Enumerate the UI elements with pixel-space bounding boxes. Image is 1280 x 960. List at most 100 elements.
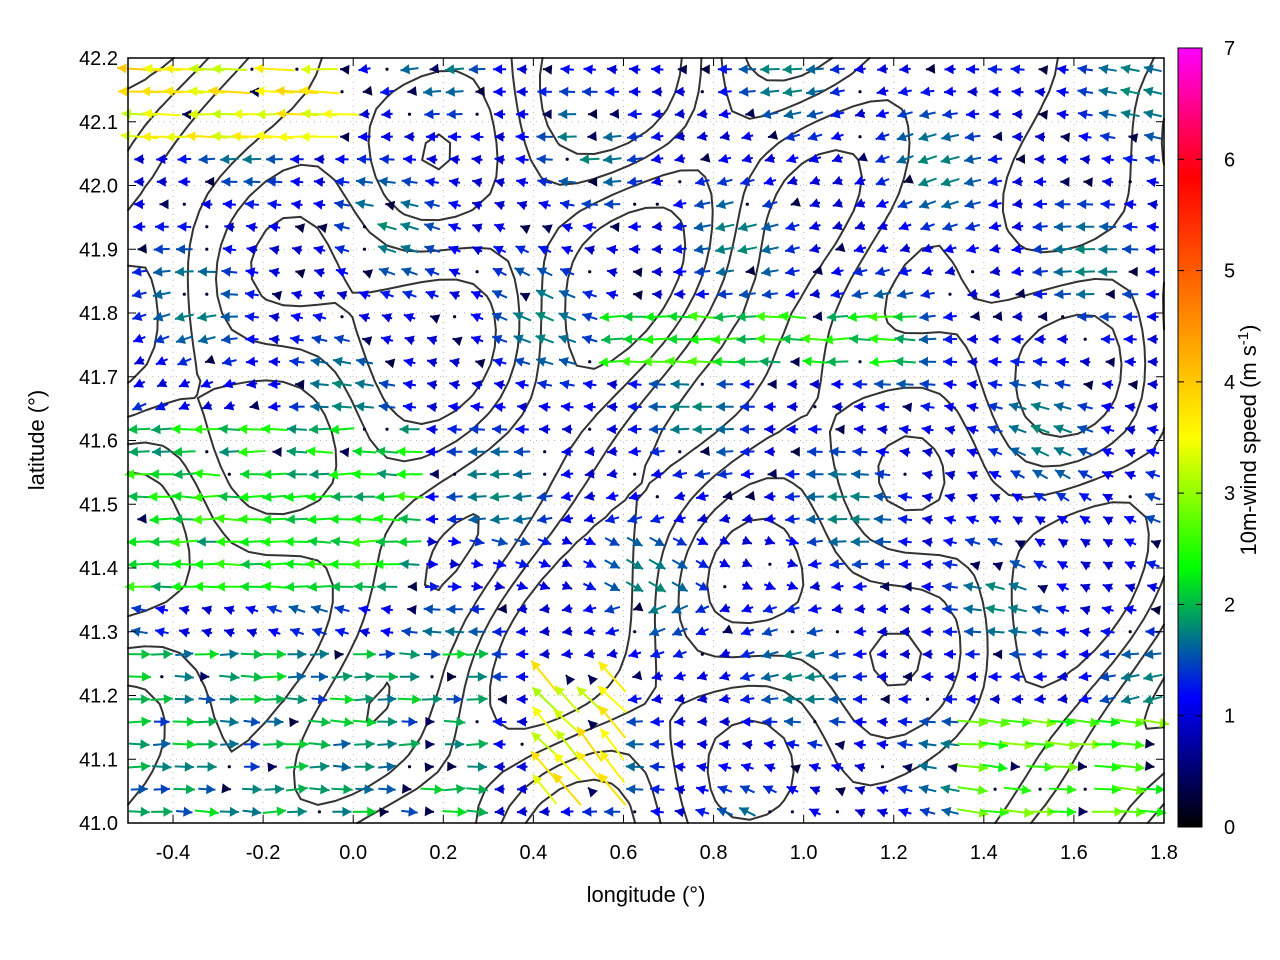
wind-vector [605, 491, 619, 501]
wind-vector-head [133, 199, 143, 210]
wind-vector-head [518, 558, 529, 569]
wind-vector [1099, 694, 1116, 704]
wind-vector [623, 311, 647, 322]
wind-vector-head [381, 313, 392, 323]
wind-vector-head [320, 784, 330, 795]
wind-vector-head [853, 649, 863, 659]
wind-vector [262, 806, 287, 817]
wind-vector [1049, 806, 1077, 817]
wind-vector-head [493, 86, 503, 97]
wind-vector [513, 334, 532, 344]
wind-vector-head [876, 198, 887, 208]
wind-vector-head [230, 671, 240, 682]
wind-vector-head [334, 199, 344, 210]
wind-vector [989, 86, 1001, 97]
wind-vector-head [516, 761, 526, 772]
wind-vector-head [1009, 447, 1020, 457]
wind-vector [219, 446, 240, 457]
wind-vector-head [471, 290, 482, 300]
wind-vector-head [582, 290, 593, 300]
wind-vector-head [309, 469, 319, 480]
wind-vector-head [1101, 154, 1112, 165]
wind-vector-head [554, 753, 564, 763]
wind-vector [267, 199, 282, 210]
wind-vector-head [852, 446, 862, 457]
wind-vector [648, 558, 666, 570]
wind-vector-head [344, 717, 354, 727]
wind-vector-head [539, 806, 549, 817]
wind-vector [1077, 469, 1093, 480]
wind-vector [424, 762, 434, 773]
wind-vector [899, 447, 911, 458]
wind-vector [403, 357, 416, 368]
wind-vector [606, 446, 618, 457]
wind-vector-head [244, 199, 255, 210]
wind-vector-head [1151, 605, 1161, 616]
wind-vector-head [649, 626, 660, 637]
wind-vector [671, 559, 688, 570]
wind-vector [470, 290, 484, 300]
wind-vector-head [1146, 177, 1157, 188]
wind-vector [491, 424, 508, 435]
wind-vector [755, 311, 785, 322]
wind-vector [467, 761, 487, 772]
wind-vector-head [832, 175, 843, 186]
wind-vector [898, 694, 912, 705]
wind-vector-head [276, 649, 286, 660]
wind-vector-head [607, 648, 617, 659]
wind-vector-head [1053, 424, 1064, 434]
wind-vector-head [673, 198, 684, 209]
wind-vector-head [355, 401, 365, 412]
wind-vector [761, 266, 779, 277]
wind-vector [466, 807, 489, 817]
wind-vector [128, 806, 150, 817]
wind-vector-head [785, 491, 795, 502]
wind-vector [967, 288, 978, 299]
wind-vector [469, 424, 485, 435]
wind-vector-head [292, 245, 302, 256]
wind-vector [220, 649, 239, 660]
wind-vector-head [266, 176, 276, 187]
wind-vector [715, 222, 735, 232]
wind-vector-head [761, 221, 772, 232]
wind-vector-head [696, 626, 707, 636]
wind-vector [790, 197, 801, 207]
wind-vector [128, 424, 151, 435]
wind-vector [268, 379, 281, 390]
wind-vector-head [761, 109, 772, 120]
wind-vector-calm [768, 810, 772, 814]
wind-vector [429, 469, 439, 480]
wind-vector [992, 311, 1003, 322]
wind-vector-head [695, 176, 706, 187]
wind-vector [967, 379, 979, 390]
wind-vector [964, 537, 981, 547]
wind-vector-head [629, 64, 639, 75]
wind-vector-head [291, 199, 301, 210]
wind-vector-head [358, 131, 368, 142]
wind-vector [285, 514, 309, 525]
y-axis-label: latitude (°) [24, 390, 49, 491]
wind-vector-head [342, 671, 353, 682]
wind-vector-head [562, 626, 572, 636]
wind-vector [763, 176, 777, 186]
wind-vector [902, 671, 912, 682]
wind-vector [117, 63, 162, 74]
wind-vector [532, 706, 558, 738]
wind-vector [1032, 649, 1048, 660]
wind-vector-head [306, 492, 316, 502]
wind-vector [470, 402, 484, 412]
wind-vector [1124, 538, 1137, 548]
wind-vector [745, 265, 756, 276]
wind-vector-head [425, 716, 435, 727]
wind-vector [205, 292, 209, 296]
wind-vector-calm [858, 135, 862, 139]
wind-vector-head [967, 288, 978, 299]
wind-vector [244, 289, 259, 300]
wind-vector-head [1146, 447, 1157, 458]
wind-vector-head [171, 581, 181, 592]
wind-vector [128, 761, 151, 772]
wind-vector-head [588, 176, 598, 187]
wind-vector [352, 446, 377, 457]
wind-vector [245, 267, 259, 278]
wind-vector-head [268, 356, 278, 367]
